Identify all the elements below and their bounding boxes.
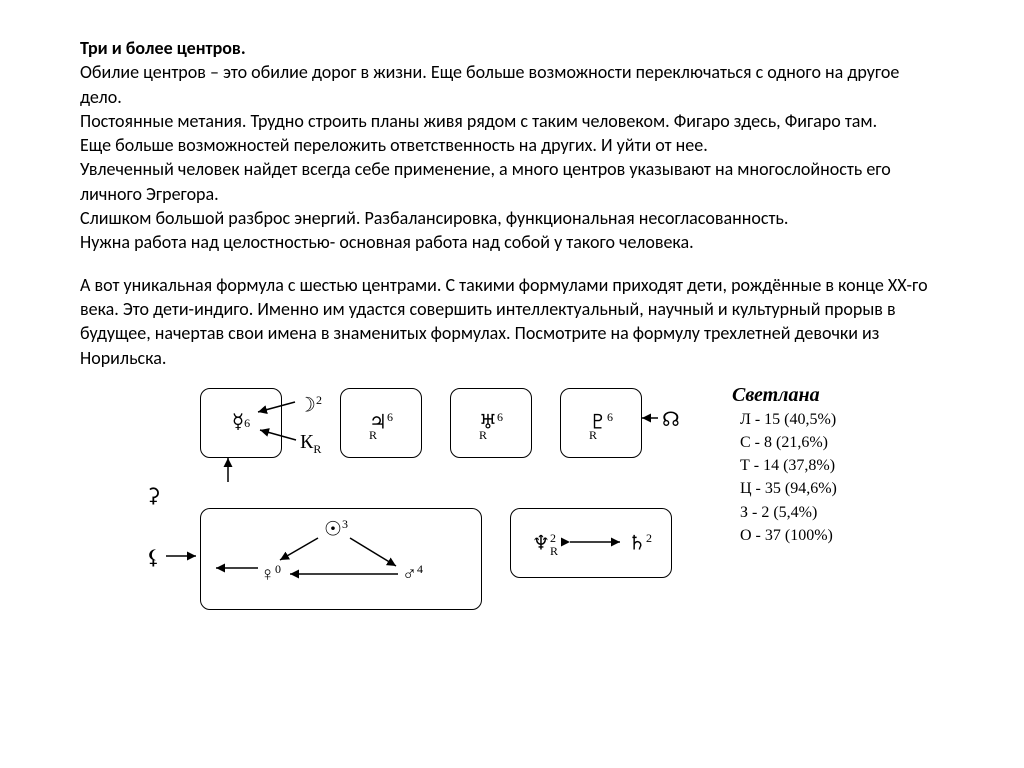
- paragraph-5: Слишком большой разброс энергий. Разбала…: [80, 206, 944, 230]
- stats-row: З - 2 (5,4%): [740, 501, 837, 524]
- paragraph-4: Увлеченный человек найдет всегда себе пр…: [80, 157, 944, 206]
- paragraph-3: Еще больше возможностей переложить ответ…: [80, 133, 944, 157]
- formula-diagram: ☿6♃6R♅6R♇6R☽2КR☊⚳⚸☉3♀0♂4♆2R♄2СветланаЛ -…: [80, 388, 944, 638]
- stats-row: Л - 15 (40,5%): [740, 408, 837, 431]
- stats-list: Л - 15 (40,5%)С - 8 (21,6%)Т - 14 (37,8%…: [740, 408, 837, 547]
- paragraph-7: А вот уникальная формула с шестью центра…: [80, 273, 944, 370]
- stats-row: Ц - 35 (94,6%): [740, 477, 837, 500]
- paragraph-1: Обилие центров – это обилие дорог в жизн…: [80, 60, 944, 109]
- stats-row: О - 37 (100%): [740, 524, 837, 547]
- stats-title: Светлана: [732, 382, 820, 409]
- stats-row: С - 8 (21,6%): [740, 431, 837, 454]
- paragraph-6: Нужна работа над целостностью- основная …: [80, 230, 944, 254]
- paragraph-2: Постоянные метания. Трудно строить планы…: [80, 109, 944, 133]
- document-page: Три и более центров. Обилие центров – эт…: [0, 0, 1024, 638]
- stats-row: Т - 14 (37,8%): [740, 454, 837, 477]
- heading: Три и более центров.: [80, 36, 944, 60]
